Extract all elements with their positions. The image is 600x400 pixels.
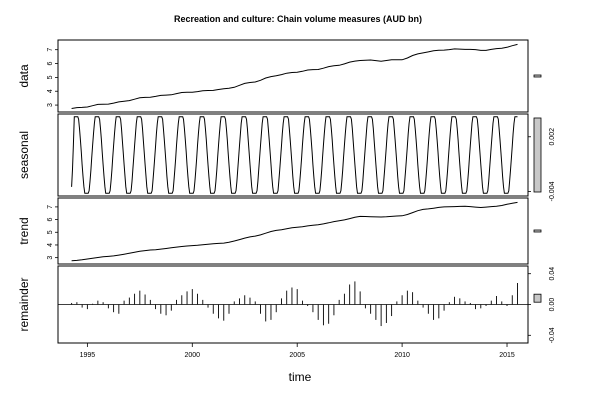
panel-trend: trend 3 4 5 6 7 bbox=[17, 197, 542, 265]
range-bar-seasonal bbox=[533, 117, 542, 193]
y-tick-label-remainder: 0.04 bbox=[549, 267, 556, 281]
y-tick-label-remainder: 0.00 bbox=[549, 298, 556, 312]
y-tick-label-remainder: -0.04 bbox=[549, 327, 556, 343]
panel-seasonal: seasonal -0.004 0.002 bbox=[17, 113, 556, 201]
x-tick-label: 2000 bbox=[184, 352, 200, 359]
y-tick-label-trend: 4 bbox=[47, 243, 54, 247]
x-tick-label: 2010 bbox=[394, 352, 410, 359]
range-bar-data bbox=[533, 74, 542, 78]
x-tick-label: 2005 bbox=[289, 352, 305, 359]
chart-title: Recreation and culture: Chain volume mea… bbox=[174, 14, 422, 24]
y-tick-label-trend: 3 bbox=[47, 256, 54, 260]
panel-frame-data bbox=[57, 39, 529, 113]
panel-frame-trend bbox=[57, 197, 529, 265]
range-bar-trend bbox=[533, 229, 542, 233]
y-tick-label-data: 7 bbox=[47, 48, 54, 52]
y-axis-title-data: data bbox=[17, 64, 31, 88]
series-line-data bbox=[71, 43, 518, 109]
y-axis-title-remainder: remainder bbox=[17, 277, 31, 331]
panel-data: data 3 4 5 6 7 bbox=[17, 39, 542, 113]
y-tick-label-data: 3 bbox=[47, 103, 54, 107]
y-tick-label-seasonal: -0.004 bbox=[549, 181, 556, 201]
y-tick-label-data: 6 bbox=[47, 61, 54, 65]
x-tick-label: 2015 bbox=[499, 352, 515, 359]
y-tick-label-data: 4 bbox=[47, 89, 54, 93]
series-line-seasonal bbox=[71, 116, 518, 194]
panels-layer: data 3 4 5 6 7 seasonal -0.004 0.002 trend 3 4 5 6 7 re… bbox=[17, 39, 556, 344]
x-tick-label: 1995 bbox=[80, 352, 96, 359]
y-tick-label-trend: 5 bbox=[47, 230, 54, 234]
series-line-trend bbox=[71, 201, 518, 262]
panel-frame-seasonal bbox=[57, 113, 529, 197]
y-tick-label-seasonal: 0.002 bbox=[549, 128, 556, 146]
y-tick-label-trend: 7 bbox=[47, 205, 54, 209]
y-axis-title-trend: trend bbox=[17, 217, 31, 244]
x-axis-title: time bbox=[289, 370, 312, 384]
y-tick-label-data: 5 bbox=[47, 75, 54, 79]
range-bar-remainder bbox=[533, 293, 542, 303]
panel-remainder: remainder -0.04 0.00 0.04 bbox=[17, 265, 556, 344]
y-axis-title-seasonal: seasonal bbox=[17, 131, 31, 179]
x-axis: 1995 2000 2005 2010 2015 bbox=[80, 343, 515, 359]
y-tick-label-trend: 6 bbox=[47, 218, 54, 222]
